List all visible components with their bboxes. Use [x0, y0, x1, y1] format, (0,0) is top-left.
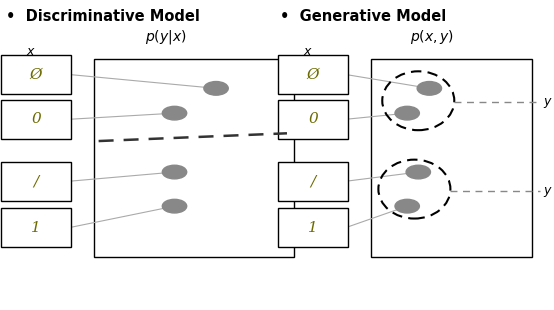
Text: •  Generative Model: • Generative Model [280, 9, 446, 24]
Text: /: / [33, 174, 39, 188]
Text: $p(x, y)$: $p(x, y)$ [410, 28, 454, 46]
Text: $y = 0$: $y = 0$ [299, 79, 331, 95]
FancyBboxPatch shape [371, 59, 532, 257]
Text: Ø: Ø [307, 67, 319, 82]
FancyBboxPatch shape [278, 100, 348, 139]
FancyBboxPatch shape [278, 162, 348, 201]
Text: •  Discriminative Model: • Discriminative Model [6, 9, 199, 24]
Text: $y = 1$: $y = 1$ [299, 184, 331, 200]
FancyBboxPatch shape [1, 100, 71, 139]
Circle shape [417, 82, 442, 95]
FancyBboxPatch shape [278, 55, 348, 94]
FancyBboxPatch shape [1, 55, 71, 94]
Text: $x$: $x$ [25, 45, 35, 58]
Circle shape [162, 199, 187, 213]
Text: 1: 1 [308, 221, 318, 235]
Circle shape [406, 165, 430, 179]
Text: $x$: $x$ [302, 45, 312, 58]
Text: /: / [310, 174, 316, 188]
Text: 1: 1 [31, 221, 41, 235]
Text: $y = 1$: $y = 1$ [543, 183, 554, 199]
FancyBboxPatch shape [1, 162, 71, 201]
Circle shape [395, 106, 419, 120]
Text: 0: 0 [308, 112, 318, 126]
Circle shape [162, 106, 187, 120]
Text: 0: 0 [31, 112, 41, 126]
Text: Ø: Ø [30, 67, 42, 82]
Text: $p(y|x)$: $p(y|x)$ [145, 28, 187, 46]
Circle shape [162, 165, 187, 179]
FancyBboxPatch shape [278, 208, 348, 247]
Circle shape [395, 199, 419, 213]
FancyBboxPatch shape [1, 208, 71, 247]
FancyBboxPatch shape [94, 59, 294, 257]
Circle shape [204, 82, 228, 95]
Text: $y = 0$: $y = 0$ [543, 94, 554, 110]
